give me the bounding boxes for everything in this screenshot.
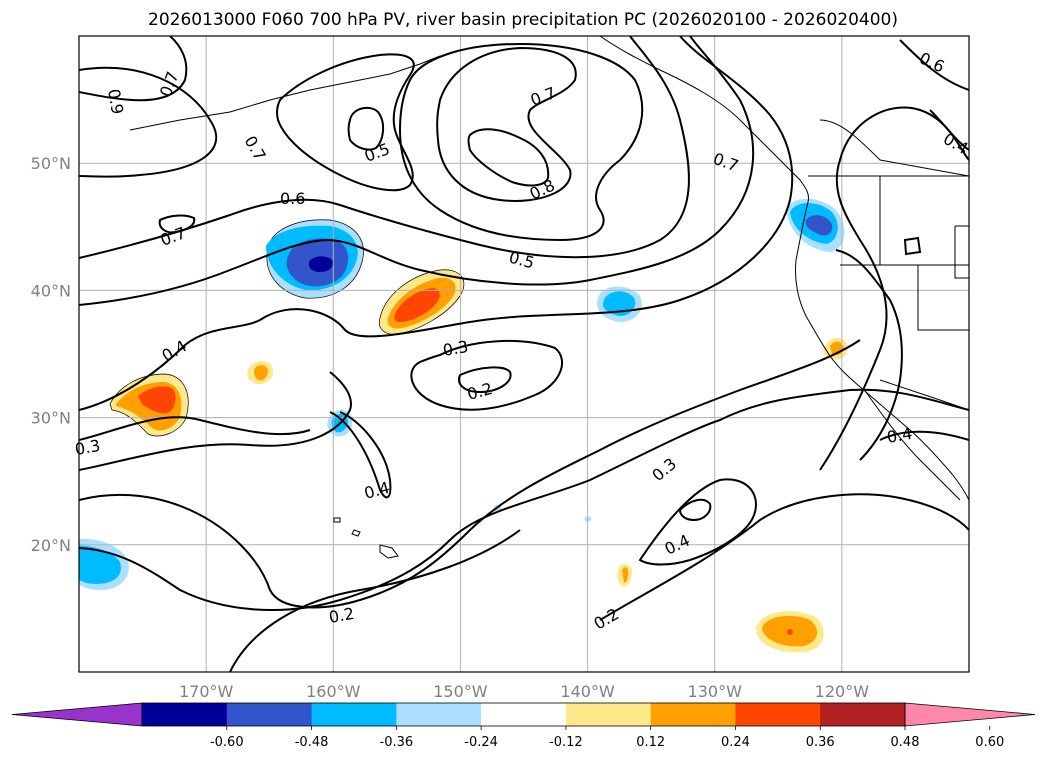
contour-label: 0.9 (104, 87, 127, 115)
pv-contour (678, 498, 712, 522)
pv-contour (79, 36, 690, 259)
pv-contour (79, 339, 861, 609)
contour-label: 0.3 (441, 337, 469, 360)
pv-contour (835, 249, 903, 461)
colorbar-tick-label: 0.12 (636, 735, 665, 750)
pv-contour (275, 53, 415, 192)
pv-contour (79, 416, 311, 441)
island (351, 529, 361, 537)
pv-contour (410, 340, 564, 411)
lat-tick-label: 50°N (31, 154, 71, 173)
colorbar-tick-label: -0.24 (464, 735, 498, 750)
pv-contour (79, 36, 755, 306)
lon-tick-label: 130°W (688, 682, 743, 701)
coastline (795, 201, 969, 501)
colorbar-tick-label: 0.24 (721, 735, 750, 750)
colorbar-tick-label: 0.48 (891, 735, 920, 750)
pv-contour (79, 36, 794, 411)
pv-contour (229, 529, 521, 672)
colorbar-extend-low (11, 702, 143, 727)
contour-label: 0.6 (280, 189, 305, 208)
colorbar-swatch (565, 703, 652, 726)
lon-tick-label: 160°W (306, 682, 361, 701)
contour-label: 0.3 (73, 436, 101, 459)
colorbar-tick-label: -0.36 (380, 735, 414, 750)
pv-contour (79, 371, 352, 471)
colorbar-frame (141, 702, 906, 727)
lon-tick-label: 170°W (179, 682, 234, 701)
pv-contour (903, 236, 922, 256)
contour-label: 0.2 (327, 604, 355, 627)
pv-contour (899, 39, 969, 91)
pv-contour (347, 106, 384, 151)
state-boundary (879, 379, 969, 411)
map-panel: 0.9 0.7 0.7 0.5 0.7 0.8 0.6 0.6 0.4 0.7 … (31, 35, 972, 701)
lon-tick-label: 150°W (433, 682, 488, 701)
island (333, 517, 341, 523)
lon-tick-label: 120°W (815, 682, 870, 701)
colorbar-tick-label: -0.12 (549, 735, 583, 750)
pv-contour (879, 430, 969, 441)
pv-contour (819, 106, 969, 471)
coastline (599, 36, 809, 203)
colorbar-extend-high (904, 702, 1036, 727)
pv-contours (79, 36, 969, 672)
colorbar-tick-label: 0.60 (975, 735, 1004, 750)
island (379, 544, 399, 559)
colorbar-swatch (735, 703, 821, 726)
colorbar-swatch (142, 703, 228, 726)
contour-label: 0.4 (885, 424, 913, 447)
colorbar-tick-label: 0.36 (806, 735, 835, 750)
map-frame (78, 35, 970, 673)
coastline (819, 119, 969, 177)
state-boundary (954, 225, 969, 279)
colorbar-swatch (481, 703, 567, 726)
pv-contour (599, 493, 969, 621)
colorbar: -0.60 -0.48 -0.36 -0.24 -0.12 0.12 0.24 0.36 0.4… (11, 702, 1036, 750)
colorbar-swatch (650, 703, 736, 726)
longitude-labels: 170°W 160°W 150°W 140°W 130°W 120°W (179, 682, 869, 701)
latitude-labels: 50°N 40°N 30°N 20°N (31, 154, 71, 555)
lon-tick-label: 140°W (560, 682, 615, 701)
figure-title: 2026013000 F060 700 hPa PV, river basin … (148, 10, 898, 30)
gridlines (79, 36, 969, 672)
pv-contour (79, 66, 217, 178)
pv-contour (467, 128, 550, 187)
pv-contour (158, 214, 196, 234)
pv-contour (638, 478, 757, 566)
colorbar-swatch (396, 703, 482, 726)
lat-tick-label: 30°N (31, 409, 71, 428)
island-chain (129, 55, 441, 131)
pv-contour (398, 42, 644, 242)
coastline (865, 391, 961, 501)
map-background (79, 36, 969, 672)
lat-tick-label: 20°N (31, 536, 71, 555)
pv-contour (458, 366, 512, 394)
pv-contour (436, 46, 577, 202)
colorbar-swatch (226, 703, 313, 726)
precip-shading (79, 198, 848, 653)
colorbar-tick-label: -0.60 (210, 735, 244, 750)
pv-contour (929, 109, 969, 151)
colorbar-tick-label: -0.48 (295, 735, 329, 750)
colorbar-swatch (311, 703, 397, 726)
lat-tick-label: 40°N (31, 281, 71, 300)
colorbar-swatch (820, 703, 906, 726)
state-boundary (917, 265, 969, 331)
pv-contour (329, 411, 392, 499)
pv-contour (79, 36, 188, 102)
coastlines (129, 36, 969, 559)
pv-contour (79, 388, 969, 612)
